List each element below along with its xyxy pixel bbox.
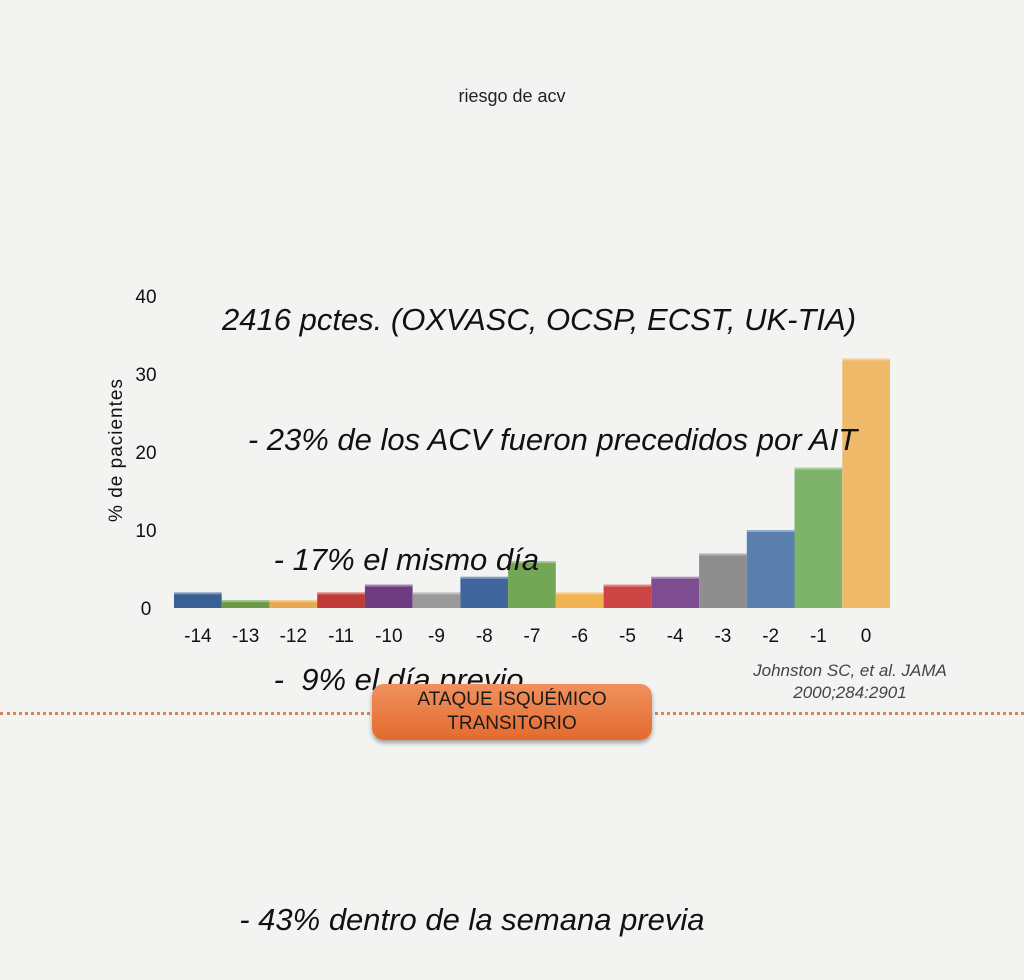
annotation-line: - 23% de los ACV fueron precedidos por A… xyxy=(222,422,858,457)
annotation-line: - 43% dentro de la semana previa xyxy=(222,902,705,937)
x-tick-label: -13 xyxy=(232,626,259,647)
bar xyxy=(508,561,556,608)
bar xyxy=(794,467,843,608)
annotation-line: - 17% el mismo día xyxy=(222,542,539,577)
citation-line: 2000;284:2901 xyxy=(793,683,907,702)
bar-highlight xyxy=(794,467,843,470)
annotation-line xyxy=(222,780,857,820)
bar xyxy=(221,600,270,608)
bar-highlight xyxy=(412,592,461,595)
bar-highlight xyxy=(651,576,699,579)
badge-line: TRANSITORIO xyxy=(447,713,577,734)
bar xyxy=(412,592,461,608)
bar-highlight xyxy=(699,553,747,556)
bar xyxy=(269,600,318,608)
y-tick-label: 0 xyxy=(141,599,152,620)
y-tick-label: 30 xyxy=(135,365,156,386)
y-tick-label: 10 xyxy=(135,521,156,542)
bar xyxy=(842,358,890,608)
bar xyxy=(364,584,413,608)
study-annotation: 2416 pctes. (OXVASC, OCSP, ECST, UK-TIA)… xyxy=(222,220,857,980)
bar xyxy=(746,530,795,608)
x-tick-label: -3 xyxy=(714,626,731,647)
slide-header: riesgo de acv xyxy=(458,86,566,106)
y-tick-label: 40 xyxy=(135,287,156,308)
bar-highlight xyxy=(746,530,795,532)
bar-highlight xyxy=(603,584,652,587)
badge-line: ATAQUE ISQUÉMICO xyxy=(417,689,607,710)
x-tick-label: -12 xyxy=(280,626,307,647)
bar-highlight xyxy=(460,576,509,579)
y-axis-label: % de pacientes xyxy=(106,378,127,522)
citation-line: Johnston SC, et al. JAMA xyxy=(753,661,947,680)
x-tick-label: -9 xyxy=(428,626,445,647)
bar xyxy=(603,584,652,608)
bar-chart: -14 -13 -12 -11 -10 -9 -8 -7 -6 -5 -4 -3 -2 -1 0010203… xyxy=(106,287,890,647)
x-tick-label: 0 xyxy=(861,626,872,647)
x-tick-label: -14 xyxy=(184,626,212,647)
x-tick-label: -11 xyxy=(328,626,354,647)
bar-highlight xyxy=(555,592,604,595)
x-tick-label: -6 xyxy=(571,626,588,647)
bar xyxy=(651,576,699,608)
x-tick-label: -10 xyxy=(375,626,402,647)
x-tick-label: -7 xyxy=(524,626,541,647)
x-tick-label: -1 xyxy=(810,626,827,647)
bar xyxy=(699,553,747,608)
topic-badge: ATAQUE ISQUÉMICO TRANSITORIO xyxy=(372,684,652,740)
x-tick-label: -4 xyxy=(667,626,684,647)
bar-highlight xyxy=(174,592,222,595)
x-tick-label: -5 xyxy=(619,626,636,647)
x-tick-label: -8 xyxy=(476,626,493,647)
citation: Johnston SC, et al. JAMA 2000;284:2901 xyxy=(700,660,1000,704)
bar-highlight xyxy=(269,600,318,603)
bar-highlight xyxy=(842,358,890,361)
annotation-line: 2416 pctes. (OXVASC, OCSP, ECST, UK-TIA) xyxy=(222,302,857,337)
bar xyxy=(174,592,222,608)
bar-highlight xyxy=(364,584,413,587)
bar-highlight xyxy=(221,600,270,603)
bar xyxy=(317,592,365,608)
bar xyxy=(555,592,604,608)
x-tick-label: -2 xyxy=(762,626,779,647)
bar xyxy=(460,576,509,608)
bar-highlight xyxy=(317,592,365,595)
bar-highlight xyxy=(508,561,556,564)
y-tick-label: 20 xyxy=(135,443,156,464)
